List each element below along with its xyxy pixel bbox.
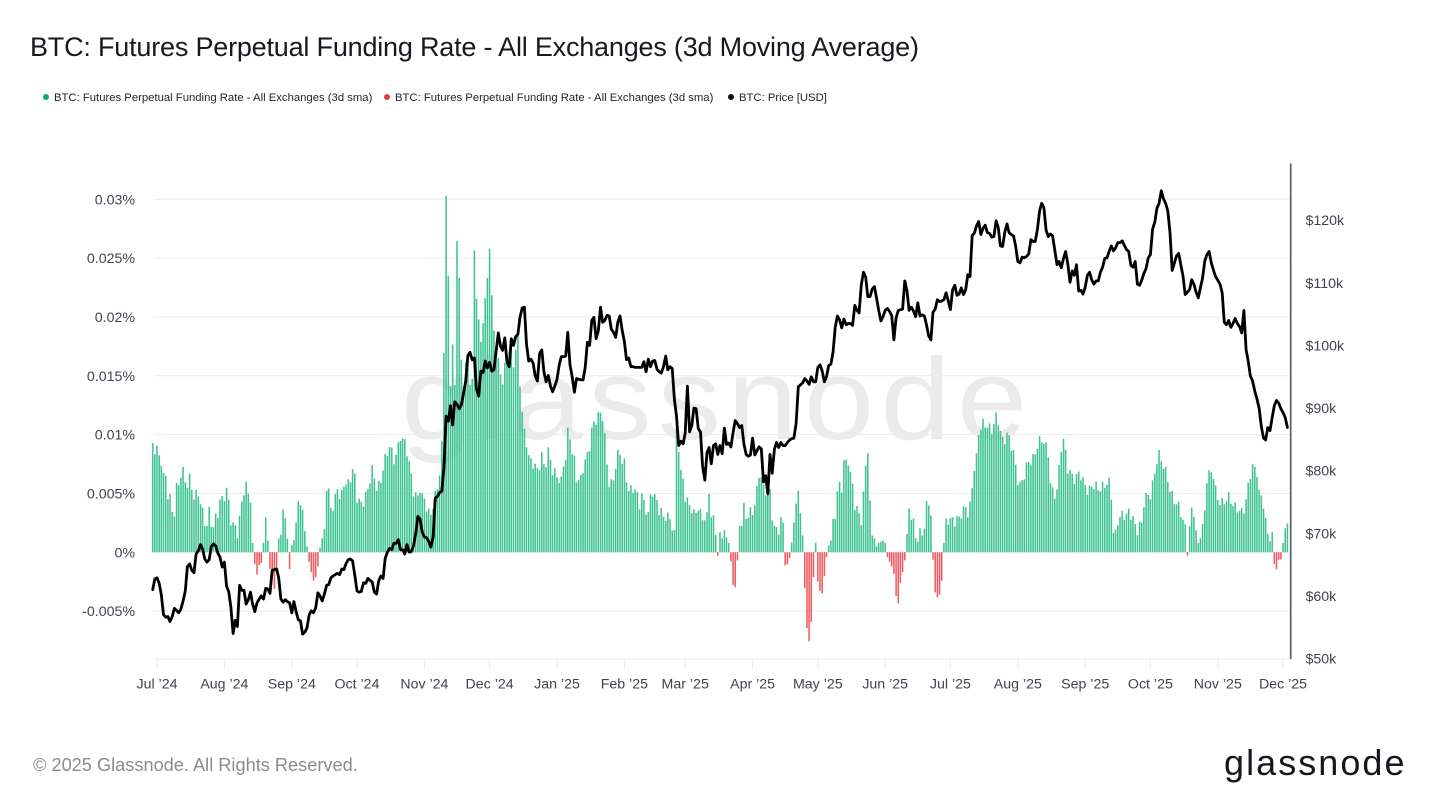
svg-text:0.01%: 0.01% bbox=[95, 428, 136, 444]
svg-text:$80k: $80k bbox=[1306, 464, 1338, 480]
svg-text:Jul ’24: Jul ’24 bbox=[136, 677, 177, 693]
svg-text:$100k: $100k bbox=[1306, 338, 1346, 354]
svg-text:Oct ’25: Oct ’25 bbox=[1128, 677, 1173, 693]
svg-text:Jul ’25: Jul ’25 bbox=[930, 677, 971, 693]
svg-text:Mar ’25: Mar ’25 bbox=[662, 677, 709, 693]
svg-text:$70k: $70k bbox=[1306, 526, 1338, 542]
svg-text:0%: 0% bbox=[114, 545, 135, 561]
svg-text:Jan ’25: Jan ’25 bbox=[534, 677, 580, 693]
svg-text:Sep ’24: Sep ’24 bbox=[268, 677, 316, 693]
svg-text:Dec ’24: Dec ’24 bbox=[466, 677, 514, 693]
svg-text:-0.005%: -0.005% bbox=[82, 604, 135, 620]
svg-text:0.005%: 0.005% bbox=[87, 486, 136, 502]
svg-text:$60k: $60k bbox=[1306, 589, 1338, 605]
svg-text:0.025%: 0.025% bbox=[87, 251, 136, 267]
svg-text:Nov ’25: Nov ’25 bbox=[1194, 677, 1242, 693]
svg-text:Sep ’25: Sep ’25 bbox=[1061, 677, 1109, 693]
svg-text:$120k: $120k bbox=[1306, 213, 1346, 229]
svg-text:Dec ’25: Dec ’25 bbox=[1259, 677, 1307, 693]
svg-text:0.03%: 0.03% bbox=[95, 192, 136, 208]
svg-text:Nov ’24: Nov ’24 bbox=[400, 677, 448, 693]
svg-text:Jun ’25: Jun ’25 bbox=[862, 677, 908, 693]
svg-text:$90k: $90k bbox=[1306, 401, 1338, 417]
svg-text:$110k: $110k bbox=[1306, 276, 1345, 292]
svg-text:Aug ’25: Aug ’25 bbox=[994, 677, 1042, 693]
svg-text:$50k: $50k bbox=[1306, 652, 1338, 668]
svg-text:0.02%: 0.02% bbox=[95, 310, 136, 326]
svg-text:Oct ’24: Oct ’24 bbox=[335, 677, 380, 693]
svg-text:0.015%: 0.015% bbox=[87, 369, 136, 385]
svg-text:Feb ’25: Feb ’25 bbox=[601, 677, 648, 693]
svg-text:Aug ’24: Aug ’24 bbox=[200, 677, 248, 693]
svg-text:Apr ’25: Apr ’25 bbox=[730, 677, 775, 693]
svg-text:May ’25: May ’25 bbox=[793, 677, 843, 693]
